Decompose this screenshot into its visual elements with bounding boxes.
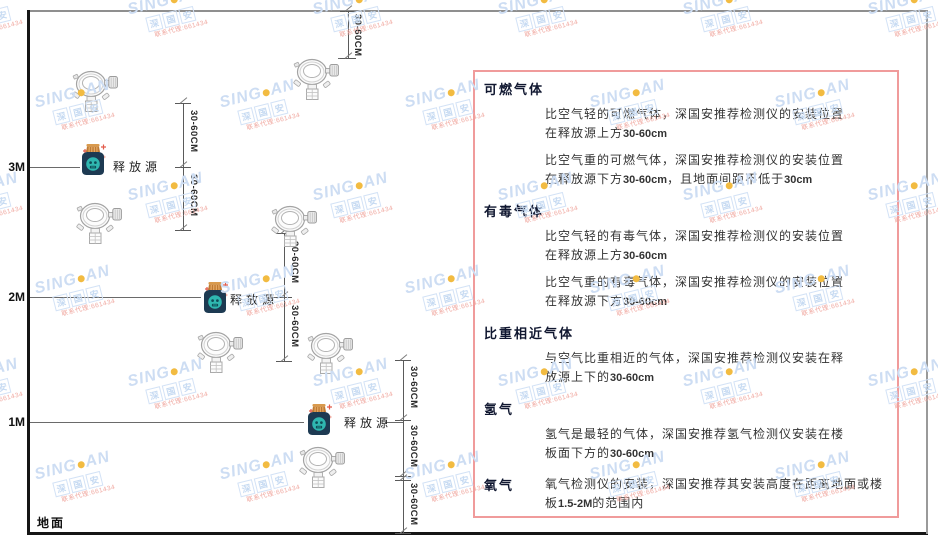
release-source-label: 释放源	[230, 293, 279, 307]
dim-line-ceiling	[348, 11, 349, 58]
watermark-dot-icon	[447, 88, 456, 97]
gas-detector-icon	[71, 68, 119, 114]
panel-paragraph: 氢气是最轻的气体，深国安推荐氢气检测仪安装在楼板面下方的30-60cm	[545, 427, 845, 460]
dim-tick	[276, 297, 292, 298]
dim-tick	[276, 361, 292, 362]
watermark-dot-icon	[77, 274, 86, 283]
dim-tick	[395, 533, 411, 534]
dimension-label: 30-60CM	[289, 305, 300, 348]
watermark-dot-icon	[447, 460, 456, 469]
panel-paragraph: 比空气重的可燃气体，深国安推荐检测仪的安装位置在释放源下方30-60cm，且地面…	[545, 153, 845, 186]
watermark-dot-icon	[355, 0, 364, 4]
dim-tick	[175, 230, 191, 231]
gas-detector-icon	[306, 330, 354, 376]
watermark-dot-icon	[910, 0, 919, 4]
watermark-dot-icon	[447, 274, 456, 283]
dimension-label: 30-60CM	[352, 14, 363, 57]
watermark-dot-icon	[540, 0, 549, 4]
axis-label-2m: 2M	[8, 290, 25, 304]
panel-section-heading: 比重相近气体	[484, 326, 575, 341]
recommendations-panel-body: 可燃气体 比空气轻的可燃气体，深国安推荐检测仪的安装位置在释放源上方30-60cm…	[484, 79, 887, 516]
level-line-3m	[30, 167, 80, 168]
dimension-label: 30-60CM	[289, 241, 300, 284]
release-source-icon	[80, 143, 106, 177]
watermark-dot-icon	[262, 88, 271, 97]
ground-label: 地面	[37, 516, 66, 530]
level-line-1m-right	[385, 422, 403, 423]
watermark-dot-icon	[355, 367, 364, 376]
panel-paragraph: 与空气比重相近的气体，深国安推荐检测仪安装在释放源上下的30-60cm	[545, 351, 845, 384]
watermark-dot-icon	[170, 367, 179, 376]
wall-line	[27, 10, 30, 534]
dimension-label: 30-60CM	[188, 174, 199, 217]
panel-section-heading: 可燃气体	[484, 82, 545, 97]
level-line-1m	[30, 422, 304, 423]
panel-section-heading: 氧气	[484, 478, 515, 493]
axis-label-3m: 3M	[8, 160, 25, 174]
right-border-line	[926, 10, 928, 534]
dimension-label: 30-60CM	[408, 483, 419, 526]
dim-tick	[340, 58, 356, 59]
recommendations-panel: 可燃气体 比空气轻的可燃气体，深国安推荐检测仪的安装位置在释放源上方30-60cm…	[473, 70, 899, 518]
watermark-dot-icon	[262, 274, 271, 283]
dim-tick	[340, 11, 356, 12]
dim-tick	[175, 103, 191, 104]
floor-line	[27, 532, 928, 535]
dim-tick	[276, 233, 292, 234]
level-line-2m	[30, 297, 201, 298]
release-source-icon	[202, 281, 228, 315]
gas-detector-icon	[292, 56, 340, 102]
watermark-dot-icon	[170, 181, 179, 190]
panel-paragraph: 比空气轻的有毒气体，深国安推荐检测仪的安装位置在释放源上方30-60cm	[545, 229, 845, 262]
panel-paragraph: 比空气重的有毒气体，深国安推荐检测仪的安装位置在释放源下方30-60cm	[545, 275, 845, 308]
watermark-dot-icon	[725, 0, 734, 4]
axis-label-1m: 1M	[8, 415, 25, 429]
gas-detector-icon	[270, 203, 318, 249]
gas-detector-icon	[298, 444, 346, 490]
panel-paragraph: 比空气轻的可燃气体，深国安推荐检测仪的安装位置在释放源上方30-60cm	[545, 107, 845, 140]
dimension-label: 30-60CM	[408, 366, 419, 409]
panel-section-row: 氧气 氧气检测仪的安装，深国安推荐其安装高度在距离地面或楼板1.5-2M的范围内	[484, 475, 887, 514]
release-source-label: 释放源	[344, 416, 393, 430]
dim-tick	[395, 420, 411, 421]
dim-line-1m	[403, 360, 404, 534]
watermark-dot-icon	[910, 181, 919, 190]
gas-detector-icon	[196, 329, 244, 375]
dim-tick	[175, 167, 191, 168]
watermark-dot-icon	[170, 0, 179, 4]
release-source-icon	[306, 403, 332, 437]
watermark-dot-icon	[355, 181, 364, 190]
panel-paragraph: 氧气检测仪的安装，深国安推荐其安装高度在距离地面或楼板1.5-2M的范围内	[545, 477, 884, 510]
panel-section-heading: 氢气	[484, 402, 515, 417]
gas-detector-icon	[75, 200, 123, 246]
ceiling-line	[28, 10, 928, 12]
watermark-dot-icon	[910, 367, 919, 376]
watermark-dot-icon	[262, 460, 271, 469]
dim-tick	[395, 360, 411, 361]
panel-section-heading: 有毒气体	[484, 204, 545, 219]
dimension-label: 30-60CM	[408, 425, 419, 468]
dim-tick	[395, 480, 411, 481]
release-source-label: 释放源	[113, 160, 162, 174]
watermark-dot-icon	[77, 460, 86, 469]
dimension-label: 30-60CM	[188, 110, 199, 153]
